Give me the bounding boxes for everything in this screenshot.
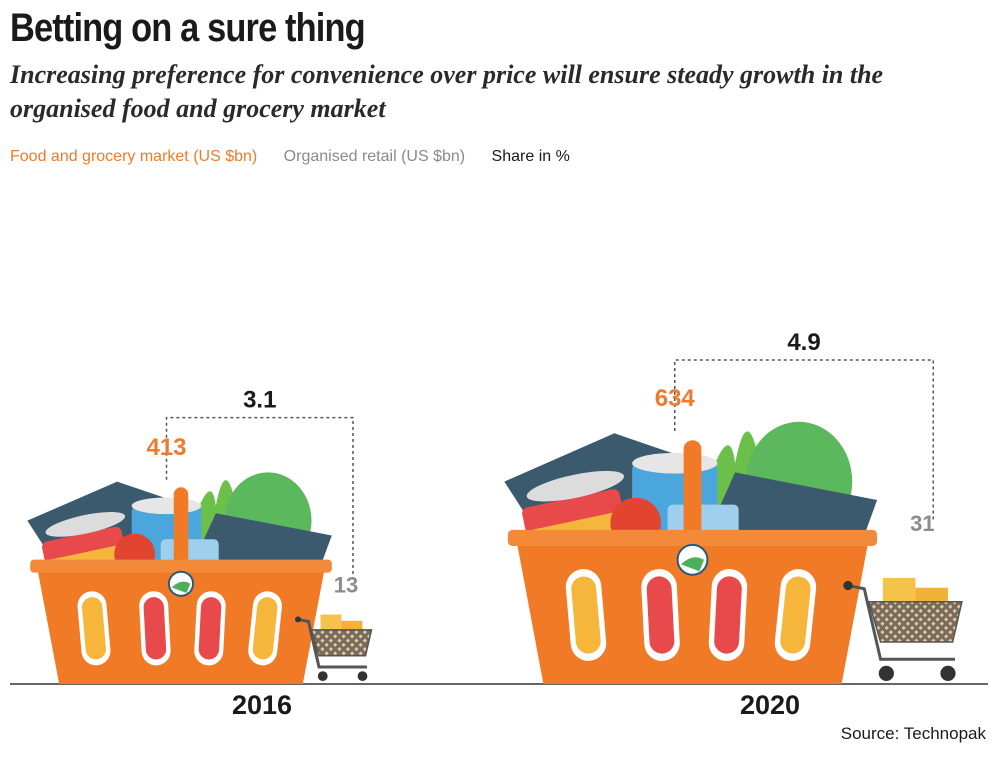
basket-rim (30, 559, 332, 573)
retail-value-2016: 13 (334, 572, 358, 597)
legend: Food and grocery market (US $bn) Organis… (10, 148, 592, 166)
tin-lid-icon (131, 497, 202, 515)
item-in-slot (143, 597, 167, 660)
chart-title: Betting on a sure thing (10, 6, 366, 50)
legend-item-share: Share in % (491, 148, 570, 165)
can-lid-icon (45, 511, 126, 537)
item-in-slot (252, 597, 278, 660)
cart-goods-icon (320, 614, 342, 632)
share-bracket (165, 416, 354, 578)
year-label-2016: 2016 (232, 690, 292, 720)
cart-goods-icon (341, 620, 363, 632)
share-value-2020: 4.9 (787, 329, 820, 356)
cereal-box-icon (710, 472, 878, 540)
shopping-cart-icon (867, 601, 963, 643)
cart-wheel (357, 671, 368, 681)
cart-handle-grip (295, 616, 301, 623)
cart-goods-icon (915, 587, 948, 604)
cart-wheel (878, 665, 894, 682)
item-in-slot (82, 597, 106, 660)
cart-handle-grip (843, 580, 853, 591)
market-value-2016: 413 (146, 434, 186, 461)
tin-lid-icon (632, 452, 718, 474)
retail-value-2020: 31 (910, 511, 934, 536)
source-note: Source: Technopak (840, 724, 986, 743)
market-value-2020: 634 (655, 385, 696, 412)
share-value-2016: 3.1 (243, 387, 276, 414)
legend-item-market: Food and grocery market (US $bn) (10, 148, 258, 165)
cart-frame (847, 584, 955, 661)
cart-wheel (940, 665, 956, 682)
item-in-slot (198, 597, 222, 660)
cart-frame (297, 617, 367, 669)
chart-subtitle: Increasing preference for convenience ov… (10, 60, 884, 123)
item-in-slot (571, 576, 601, 654)
cereal-box-icon (195, 513, 332, 568)
year-label-2020: 2020 (740, 690, 800, 720)
shopping-cart-icon (310, 629, 373, 657)
cart-goods-icon (882, 577, 916, 604)
year-group-2016: 3.1 413 13 2016 (27, 387, 373, 720)
item-in-slot (714, 576, 742, 654)
basket-logo-mark (171, 581, 191, 594)
year-group-2020: 4.9 634 31 2020 (504, 329, 963, 720)
legend-item-retail: Organised retail (US $bn) (283, 148, 466, 165)
basket-logo-mark (681, 557, 704, 572)
share-bracket (674, 359, 934, 520)
basket-rim (507, 529, 878, 546)
can-lid-icon (526, 470, 625, 502)
item-in-slot (780, 576, 811, 654)
cart-wheel (317, 671, 328, 681)
item-in-slot (646, 576, 675, 654)
